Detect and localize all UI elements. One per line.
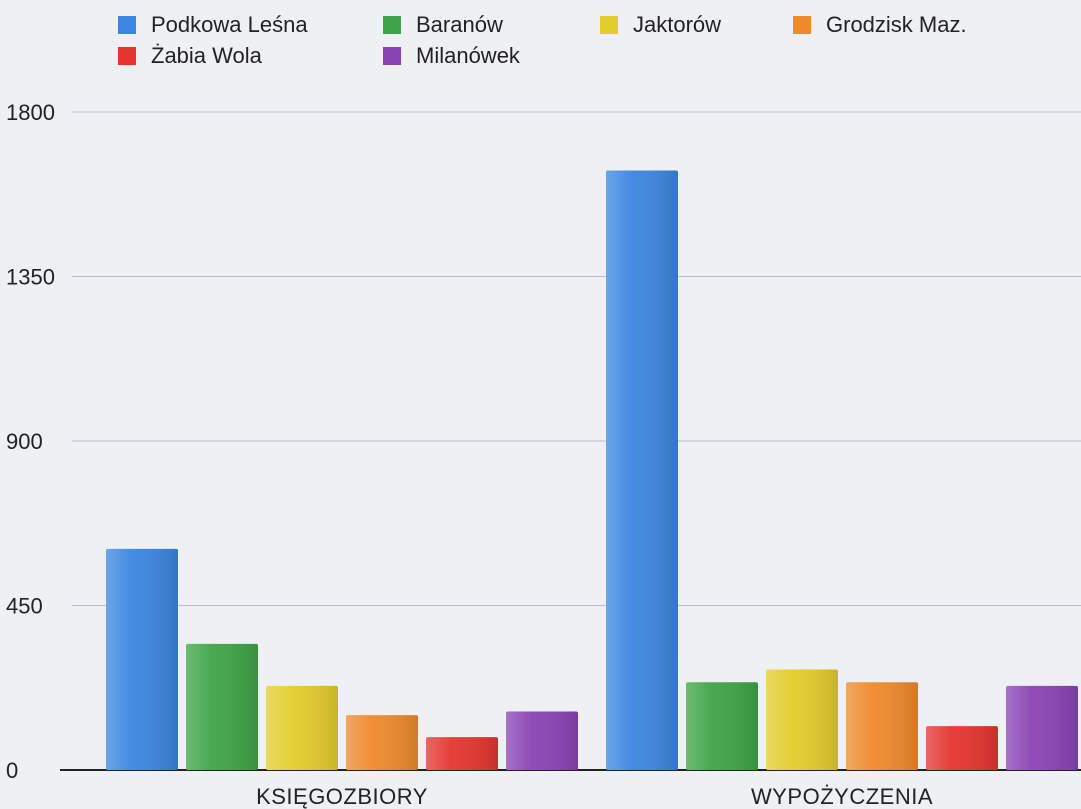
x-axis: KSIĘGOZBIORY WYPOŻYCZENIA	[256, 784, 933, 809]
bar-shine	[606, 170, 678, 770]
y-tick-label: 1350	[6, 265, 55, 290]
legend-swatch	[600, 16, 618, 34]
legend-item: Baranów	[383, 12, 503, 37]
bar-shine	[106, 548, 178, 770]
y-tick-label: 900	[6, 429, 43, 454]
legend-item: Żabia Wola	[118, 43, 263, 68]
y-tick-label: 1800	[6, 100, 55, 125]
legend-swatch	[118, 16, 136, 34]
legend-item: Podkowa Leśna	[118, 12, 308, 37]
legend-item: Grodzisk Maz.	[793, 12, 967, 37]
legend-swatch	[383, 47, 401, 65]
bar-shine	[346, 715, 418, 770]
legend-item: Jaktorów	[600, 12, 721, 37]
category-label: KSIĘGOZBIORY	[256, 784, 428, 809]
y-axis: 0 450 900 1350 1800	[6, 100, 55, 783]
legend-swatch	[118, 47, 136, 65]
bar-shine	[186, 643, 258, 770]
legend-label: Żabia Wola	[151, 43, 263, 68]
legend-label: Grodzisk Maz.	[826, 12, 967, 37]
bar-shine	[266, 685, 338, 770]
legend-label: Milanówek	[416, 43, 521, 68]
bar-shine	[1006, 685, 1078, 770]
bar-shine	[766, 669, 838, 770]
bar-shine	[846, 682, 918, 770]
legend: Podkowa Leśna Baranów Jaktorów Grodzisk Maz…	[118, 12, 967, 68]
legend-swatch	[793, 16, 811, 34]
bar-shine	[926, 726, 998, 770]
legend-swatch	[383, 16, 401, 34]
legend-label: Podkowa Leśna	[151, 12, 308, 37]
y-tick-label: 0	[6, 758, 18, 783]
bar-shine	[686, 682, 758, 770]
bar-shine	[506, 711, 578, 770]
category-label: WYPOŻYCZENIA	[751, 784, 933, 809]
y-tick-label: 450	[6, 594, 43, 619]
legend-label: Baranów	[416, 12, 503, 37]
bar-shine	[426, 737, 498, 770]
bars	[106, 170, 1078, 770]
legend-label: Jaktorów	[633, 12, 721, 37]
legend-item: Milanówek	[383, 43, 521, 68]
